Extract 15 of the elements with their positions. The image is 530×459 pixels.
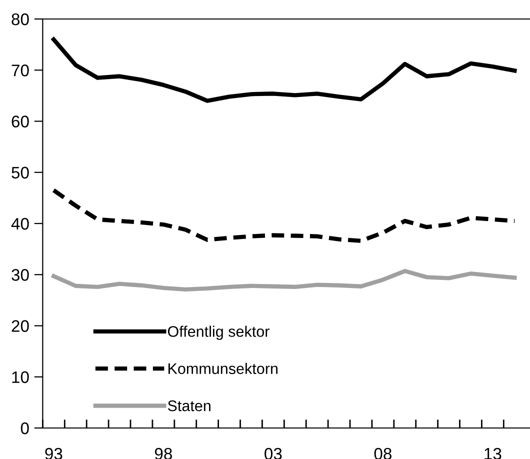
y-tick-label: 60: [12, 116, 29, 128]
y-tick-label: 10: [12, 371, 29, 384]
line-series: [52, 37, 517, 103]
y-tick-label: 0: [20, 422, 29, 434]
y-tick-label: 70: [12, 64, 29, 76]
y-tick-label: 50: [12, 166, 29, 179]
legend-label: Staten: [168, 400, 210, 412]
y-tick-label: 20: [12, 320, 29, 332]
y-tick-label: 40: [11, 218, 29, 230]
line-series: [52, 188, 517, 243]
legend-label: Offentlig sektor: [168, 326, 270, 340]
y-tick-label: 30: [12, 269, 29, 281]
legend-label: Kommunsektorn: [168, 362, 278, 374]
line-series: [52, 268, 517, 292]
y-tick-label: 80: [12, 13, 29, 26]
